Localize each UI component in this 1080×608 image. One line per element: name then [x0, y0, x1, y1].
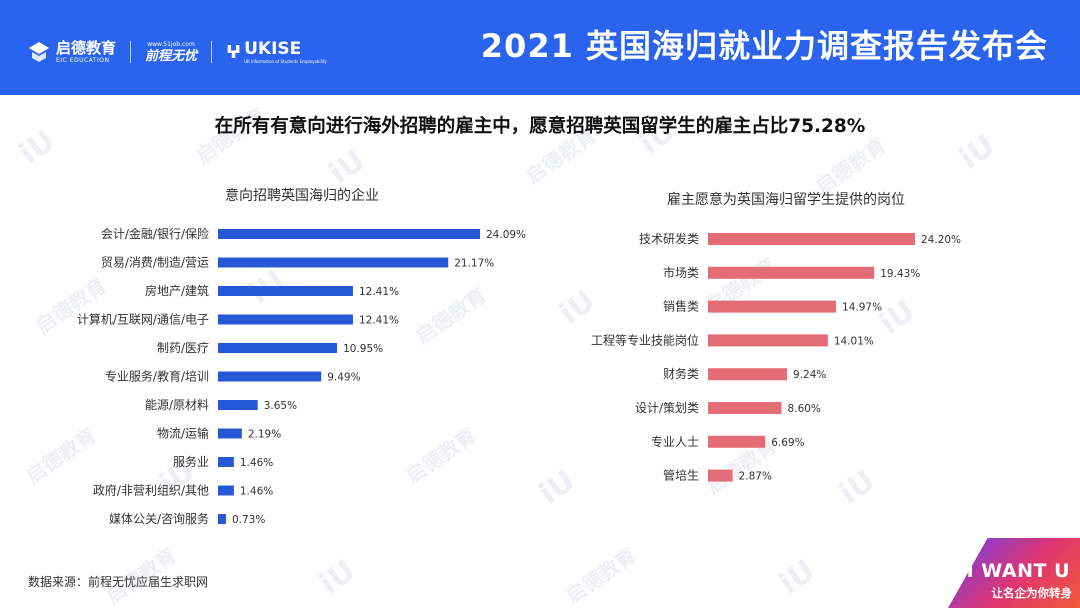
right-value-label: 14.97% — [842, 302, 882, 314]
right-bar — [708, 368, 788, 381]
badge-subtitle: 让名企为你转身 — [991, 586, 1073, 600]
ukise-logo: ⵖ UKISE UK Information of Students Emplo… — [226, 38, 327, 64]
eic-logo: 启德教育 EIC EDUCATION — [28, 38, 117, 64]
right-category-label: 销售类 — [663, 299, 699, 314]
left-value-label: 24.09% — [486, 229, 526, 241]
right-category-label: 技术研发类 — [639, 231, 699, 246]
left-chart-title: 意向招聘英国海归的企业 — [225, 187, 379, 204]
left-category-label: 专业服务/教育/培训 — [105, 369, 209, 384]
eic-logo-cn: 启德教育 — [56, 38, 117, 57]
headline: 在所有有意向进行海外招聘的雇主中，愿意招聘英国留学生的雇主占比75.28% — [214, 116, 866, 137]
left-bar — [218, 457, 234, 467]
right-value-label: 2.87% — [739, 471, 772, 483]
51job-logo-url: www.51job.com — [147, 40, 195, 48]
page-title: 2021 英国海归就业力调查报告发布会 — [480, 27, 1048, 65]
left-category-label: 物流/运输 — [157, 426, 209, 441]
left-category-label: 媒体公关/咨询服务 — [109, 511, 209, 526]
logo-bar: 启德教育 EIC EDUCATION www.51job.com 前程无忧 ⵖ … — [28, 34, 327, 70]
left-value-label: 1.46% — [240, 486, 273, 498]
right-category-label: 管培生 — [663, 468, 699, 483]
left-bar — [218, 371, 322, 382]
left-value-label: 21.17% — [454, 258, 494, 270]
right-bar — [708, 435, 766, 448]
ukise-logo-icon: ⵖ — [226, 41, 242, 63]
left-category-label: 房地产/建筑 — [145, 283, 209, 298]
left-bar — [218, 428, 242, 439]
51job-logo: www.51job.com 前程无忧 — [145, 40, 198, 64]
left-value-label: 0.73% — [232, 514, 265, 526]
right-bar — [708, 233, 915, 245]
left-bar — [218, 514, 226, 524]
left-bar — [218, 229, 480, 239]
eic-logo-icon — [29, 42, 49, 62]
left-category-label: 贸易/消费/制造/营运 — [101, 256, 209, 270]
left-category-label: 政府/非营利组织/其他 — [93, 483, 209, 498]
right-bar — [708, 334, 828, 347]
left-bar — [218, 485, 234, 496]
left-value-label: 1.46% — [240, 457, 273, 469]
right-value-label: 6.69% — [771, 437, 804, 449]
left-value-label: 9.49% — [327, 372, 360, 384]
right-bar — [708, 300, 837, 313]
left-value-label: 3.65% — [264, 400, 297, 412]
right-category-label: 专业人士 — [651, 434, 699, 449]
right-category-label: 工程等专业技能岗位 — [591, 332, 699, 347]
left-bar — [218, 314, 353, 325]
left-value-label: 10.95% — [343, 343, 383, 355]
left-bar — [218, 286, 353, 296]
right-category-label: 财务类 — [663, 366, 699, 381]
right-category-label: 设计/策划类 — [635, 401, 699, 415]
right-value-label: 9.24% — [793, 369, 826, 381]
right-bar — [708, 266, 875, 279]
left-value-label: 12.41% — [359, 286, 399, 298]
left-category-label: 会计/金融/银行/保险 — [101, 226, 209, 241]
right-value-label: 19.43% — [880, 268, 920, 280]
ukise-logo-name: UKISE — [244, 38, 302, 59]
right-value-label: 14.01% — [834, 335, 874, 347]
right-value-label: 24.20% — [921, 234, 961, 246]
header-banner: 启德教育 EIC EDUCATION www.51job.com 前程无忧 ⵖ … — [0, 0, 1080, 95]
data-source: 数据来源：前程无忧应届生求职网 — [28, 575, 209, 589]
logo-divider — [211, 41, 213, 63]
right-bar — [708, 469, 733, 482]
right-chart-title: 雇主愿意为英国海归留学生提供的岗位 — [667, 191, 905, 208]
right-bar — [708, 402, 782, 414]
51job-logo-name: 前程无忧 — [145, 48, 198, 64]
left-category-label: 服务业 — [173, 454, 209, 469]
right-value-label: 8.60% — [788, 403, 821, 415]
ukise-logo-sub: UK Information of Students Employability — [244, 58, 327, 64]
left-bar — [218, 400, 258, 410]
left-category-label: 计算机/互联网/通信/电子 — [77, 312, 209, 327]
eic-logo-en: EIC EDUCATION — [56, 56, 110, 64]
left-bar — [218, 343, 338, 353]
left-value-label: 2.19% — [248, 429, 281, 441]
left-category-label: 制药/医疗 — [157, 341, 209, 355]
right-category-label: 市场类 — [663, 265, 699, 280]
logo-divider — [130, 41, 132, 63]
left-value-label: 12.41% — [359, 315, 399, 327]
i-want-u-badge: I WANT U 让名企为你转身 — [948, 538, 1080, 608]
left-category-label: 能源/原材料 — [145, 398, 209, 412]
left-bar — [218, 257, 449, 268]
badge-title: I WANT U — [966, 560, 1070, 582]
